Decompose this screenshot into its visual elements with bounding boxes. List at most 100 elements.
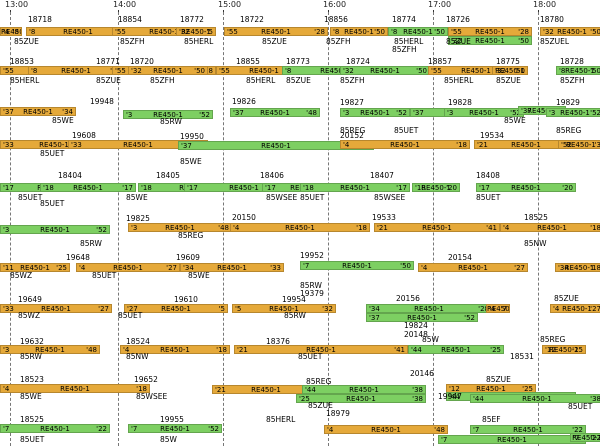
bar-line-label: RE450-1 [40, 425, 70, 433]
train-label: 85WSEE [374, 193, 406, 202]
train-label: 85UET [18, 193, 43, 202]
train-bar[interactable]: RE450-1'7'22 [470, 425, 586, 434]
train-label: 19954 [282, 295, 306, 304]
train-label: 85ZFH [392, 45, 417, 54]
train-bar[interactable]: RE450-1 '5 '32 [232, 304, 336, 313]
train-bar[interactable]: RE450-1 '37 '48 [230, 108, 320, 117]
train-bar[interactable]: RE450-1'4'27 [76, 263, 180, 272]
train-label: 85WE [20, 392, 42, 401]
train-bar[interactable]: RE450-1 '44 '38 [470, 394, 600, 403]
train-bar[interactable]: RE450-1'32'50 [492, 66, 528, 75]
train-label: 85WE [188, 271, 210, 280]
train-bar[interactable]: RE450-1'8'50 [556, 66, 600, 75]
train-label: 18773 [286, 57, 310, 66]
train-bar[interactable]: RE450-1 '18 '17 [300, 183, 410, 192]
train-bar[interactable]: RE450-1 '55 '28 [448, 27, 532, 36]
train-bar[interactable]: RE450-1 '18 '17 [40, 183, 136, 192]
bar-start-minute: '8 [391, 28, 398, 36]
train-bar[interactable]: RE450-1 '44 '25 [408, 345, 504, 354]
train-bar[interactable]: RE450-1'4'27 [418, 263, 528, 272]
train-bar[interactable]: RE450-1'32'50 [540, 27, 600, 36]
bar-end-minute: '28 [314, 28, 325, 36]
bar-end-minute: '7 [500, 305, 507, 313]
bar-line-label: RE450-1 [251, 386, 281, 394]
train-bar[interactable]: RE450-1'32'50 [340, 66, 430, 75]
train-bar[interactable]: RE450-1 '37 '34 [0, 107, 76, 116]
train-bar[interactable]: RE450-1 '4 '18 [340, 140, 470, 149]
train-label: 20150 [232, 213, 256, 222]
train-bar[interactable]: RE450-1 '34 '33 [180, 263, 284, 272]
train-bar[interactable]: RE450-1 '27 '5 [124, 304, 228, 313]
train-label: 85HERL [444, 76, 474, 85]
bar-start-minute: '7 [473, 426, 480, 434]
train-bar[interactable]: RE450-1'12 '25 [542, 345, 586, 354]
bar-line-label: RE450-1 [342, 262, 372, 270]
bar-line-label: RE450-1 [153, 67, 183, 75]
train-bar[interactable]: RE450-1 '34 '28 [366, 304, 492, 313]
train-bar[interactable]: RE450-1'4'8 [0, 27, 22, 36]
train-bar[interactable]: RE450-1'52 '3 [558, 140, 600, 149]
train-bar[interactable]: RE450-1'8'50 [330, 27, 388, 36]
train-label: 19829 [556, 98, 580, 107]
train-bar[interactable]: RE450-1'8'50 [28, 66, 124, 75]
train-bar[interactable]: RE450-1 '11 '25 [0, 263, 70, 272]
hour-label: 16:00 [323, 0, 347, 9]
train-bar[interactable]: RE450-1 '3 '52 [340, 108, 410, 117]
bar-end-minute: '25 [490, 346, 501, 354]
train-label: 85HERL [184, 37, 214, 46]
hour-label: 17:00 [428, 0, 452, 9]
train-bar[interactable]: RE450-1'4 '7 [486, 304, 510, 313]
train-bar[interactable]: RE450-1 '44 '38 [302, 385, 426, 394]
train-bar[interactable]: RE450-1'7'22 [0, 424, 110, 433]
train-label: 19534 [480, 131, 504, 140]
train-bar[interactable]: RE450-1 '17 '20 [476, 183, 576, 192]
train-bar[interactable]: RE450-1'7'22 [438, 435, 586, 444]
train-bar[interactable]: RE450-1 '25 '38 [296, 394, 426, 403]
train-bar[interactable]: RE450-1'32 '5 [176, 27, 216, 36]
bar-start-minute: '4 [233, 224, 240, 232]
bar-end-minute: '52 [199, 111, 210, 119]
train-label: 85UET [568, 402, 593, 411]
train-label: 19610 [174, 295, 198, 304]
bar-line-label: RE450-1 [123, 141, 153, 149]
train-bar[interactable]: RE450-1'8'50 [388, 27, 448, 36]
train-bar[interactable]: RE450-1 '37 '52 [366, 313, 478, 322]
train-bar[interactable]: RE450-1'7'22 [570, 433, 600, 442]
bar-line-label: RE450-1 [73, 184, 103, 192]
bar-start-minute: '33 [71, 141, 82, 149]
train-label: 85HERL [246, 76, 276, 85]
train-label: 18407 [370, 171, 394, 180]
train-bar[interactable]: RE450-1 '55 '28 [224, 27, 328, 36]
train-bar[interactable]: RE450-1'32'50 [128, 66, 208, 75]
train-bar[interactable]: RE450-1 '21 '41 [234, 345, 408, 354]
train-bar[interactable]: RE450-1 '7 '52 [128, 424, 222, 433]
train-bar[interactable]: RE450-1 '4 '18 [120, 345, 230, 354]
bar-end-minute: '17 [122, 184, 133, 192]
train-bar[interactable]: RE450-1 '3 '52 [123, 110, 213, 119]
train-bar[interactable]: RE450-1 '3 '52 [546, 108, 600, 117]
bar-start-minute: '5 [235, 305, 242, 313]
bar-line-label: RE450-1 [537, 224, 567, 232]
train-label: 85UET [40, 149, 65, 158]
train-bar[interactable]: RE450-1'18 '20 [412, 183, 460, 192]
bar-start-minute: '37 [181, 142, 192, 150]
train-bar[interactable]: RE450-1'32'50 [448, 36, 532, 45]
train-bar[interactable]: RE450-1 '21 '41 [374, 223, 500, 232]
train-bar[interactable]: RE450-1 '4 '18 [500, 223, 600, 232]
train-label: 85ZUE [262, 37, 287, 46]
bar-line-label: RE450-1 [35, 346, 65, 354]
train-bar[interactable]: RE450-1 '33 '27 [0, 304, 112, 313]
train-bar[interactable]: RE450-1 '4 '18 [230, 223, 370, 232]
train-label: 18854 [118, 15, 142, 24]
train-bar[interactable]: RE450-1 '4 '18 [0, 384, 150, 393]
train-bar[interactable]: RE450-1 '7 '50 [300, 261, 414, 270]
train-bar[interactable]: RE450-1 '4 '48 [324, 425, 448, 434]
train-label: 19955 [160, 415, 184, 424]
train-bar[interactable]: RE450-1'34 '18 [555, 263, 600, 272]
bar-line-label: RE450-1 [511, 141, 541, 149]
train-bar[interactable]: RE450-1'4'27 [550, 304, 600, 313]
train-bar[interactable]: RE450-1 '3 '48 [0, 345, 100, 354]
train-label: 18404 [58, 171, 82, 180]
train-bar[interactable]: RE450-1 '3 '52 [0, 225, 110, 234]
